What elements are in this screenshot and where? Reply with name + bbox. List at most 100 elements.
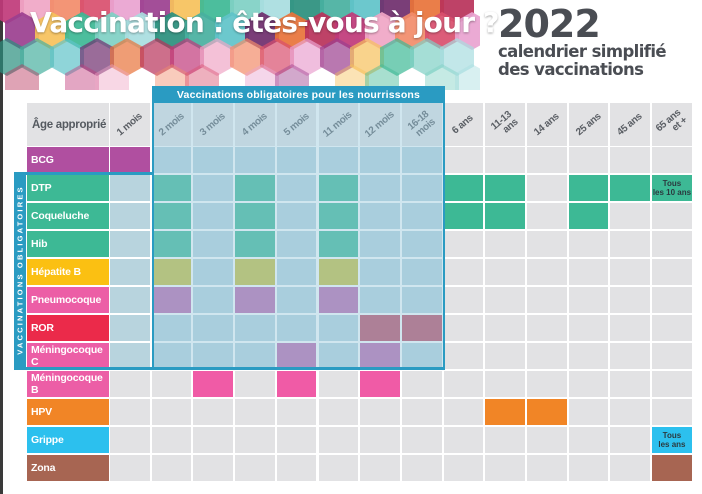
empty-cell <box>401 455 442 481</box>
empty-cell <box>485 259 525 285</box>
empty-cell <box>401 371 442 397</box>
vaccine-dose-cell <box>276 343 317 369</box>
empty-cell <box>610 371 651 397</box>
age-label: 65 ans et + <box>653 106 690 134</box>
age-column-header: 2 mois <box>151 103 192 146</box>
empty-cell <box>443 231 484 257</box>
vaccine-name: Méningocoque C <box>27 343 109 369</box>
vaccine-dose-cell <box>235 175 275 201</box>
age-column-header: 1 mois <box>110 103 150 146</box>
empty-cell <box>110 259 150 285</box>
empty-cell <box>568 371 609 397</box>
empty-cell <box>485 147 525 173</box>
age-column-header: 12 mois <box>360 103 400 146</box>
empty-cell <box>318 315 359 341</box>
empty-cell <box>235 147 275 173</box>
empty-cell <box>110 315 150 341</box>
age-label: 5 mois <box>281 110 312 138</box>
empty-cell <box>318 399 359 425</box>
vaccine-dose-cell <box>485 175 525 201</box>
vaccine-name: DTP <box>27 175 109 201</box>
empty-cell <box>527 259 567 285</box>
empty-cell <box>110 287 150 313</box>
dose-note-cell: Tous les 10 ans <box>652 175 692 201</box>
hexagon-decoration <box>140 38 174 76</box>
empty-cell <box>401 427 442 453</box>
age-label: 11 mois <box>321 109 355 140</box>
empty-cell <box>401 399 442 425</box>
vaccine-dose-cell <box>360 371 400 397</box>
age-column-header: 11-13 ans <box>485 103 525 146</box>
empty-cell <box>527 343 567 369</box>
empty-cell <box>652 399 692 425</box>
empty-cell <box>276 175 317 201</box>
vaccine-name: ROR <box>27 315 109 341</box>
vaccine-dose-cell <box>443 175 484 201</box>
empty-cell <box>443 315 484 341</box>
vaccine-dose-cell <box>193 371 234 397</box>
empty-cell <box>276 287 317 313</box>
empty-cell <box>568 287 609 313</box>
age-label: 2 mois <box>156 110 186 138</box>
empty-cell <box>568 259 609 285</box>
empty-cell <box>527 455 567 481</box>
empty-cell <box>568 315 609 341</box>
subtitle-line-2: des vaccinations <box>498 60 644 79</box>
age-column-header: 11 mois <box>318 103 359 146</box>
vaccine-dose-cell <box>318 203 359 229</box>
empty-cell <box>235 371 275 397</box>
empty-cell <box>485 287 525 313</box>
vaccine-name: Zona <box>27 455 109 481</box>
empty-cell <box>652 147 692 173</box>
dose-note-cell: Tous les ans <box>652 427 692 453</box>
age-label: 4 mois <box>239 110 270 138</box>
vaccine-dose-cell <box>568 203 609 229</box>
vaccine-dose-cell <box>443 203 484 229</box>
hexagon-banner <box>0 0 480 90</box>
empty-cell <box>193 315 234 341</box>
empty-cell <box>485 231 525 257</box>
empty-cell <box>443 259 484 285</box>
vaccine-dose-cell <box>318 259 359 285</box>
empty-cell <box>527 371 567 397</box>
empty-cell <box>276 231 317 257</box>
vaccine-dose-cell <box>568 175 609 201</box>
vaccine-name: Grippe <box>27 427 109 453</box>
empty-cell <box>151 343 192 369</box>
vaccine-dose-cell <box>276 371 317 397</box>
empty-cell <box>485 315 525 341</box>
empty-cell <box>652 231 692 257</box>
empty-cell <box>443 287 484 313</box>
age-label: 14 ans <box>531 110 562 138</box>
empty-cell <box>193 455 234 481</box>
empty-cell <box>360 287 400 313</box>
empty-cell <box>276 399 317 425</box>
empty-cell <box>110 231 150 257</box>
empty-cell <box>610 427 651 453</box>
empty-cell <box>443 455 484 481</box>
empty-cell <box>443 147 484 173</box>
age-label: 3 mois <box>198 110 228 138</box>
empty-cell <box>360 427 400 453</box>
empty-cell <box>485 455 525 481</box>
age-label: 11-13 ans <box>489 108 521 136</box>
empty-cell <box>193 399 234 425</box>
age-column-header: 5 mois <box>276 103 317 146</box>
vaccine-dose-cell <box>151 259 192 285</box>
empty-cell <box>401 259 442 285</box>
empty-cell <box>610 203 651 229</box>
empty-cell <box>193 343 234 369</box>
empty-cell <box>151 427 192 453</box>
empty-cell <box>485 427 525 453</box>
empty-cell <box>276 147 317 173</box>
empty-cell <box>360 455 400 481</box>
empty-cell <box>652 203 692 229</box>
vaccine-dose-cell <box>151 287 192 313</box>
empty-cell <box>151 147 192 173</box>
vaccine-dose-cell <box>485 203 525 229</box>
empty-cell <box>568 427 609 453</box>
empty-cell <box>276 455 317 481</box>
empty-cell <box>276 427 317 453</box>
empty-cell <box>652 371 692 397</box>
vaccine-dose-cell <box>360 343 400 369</box>
